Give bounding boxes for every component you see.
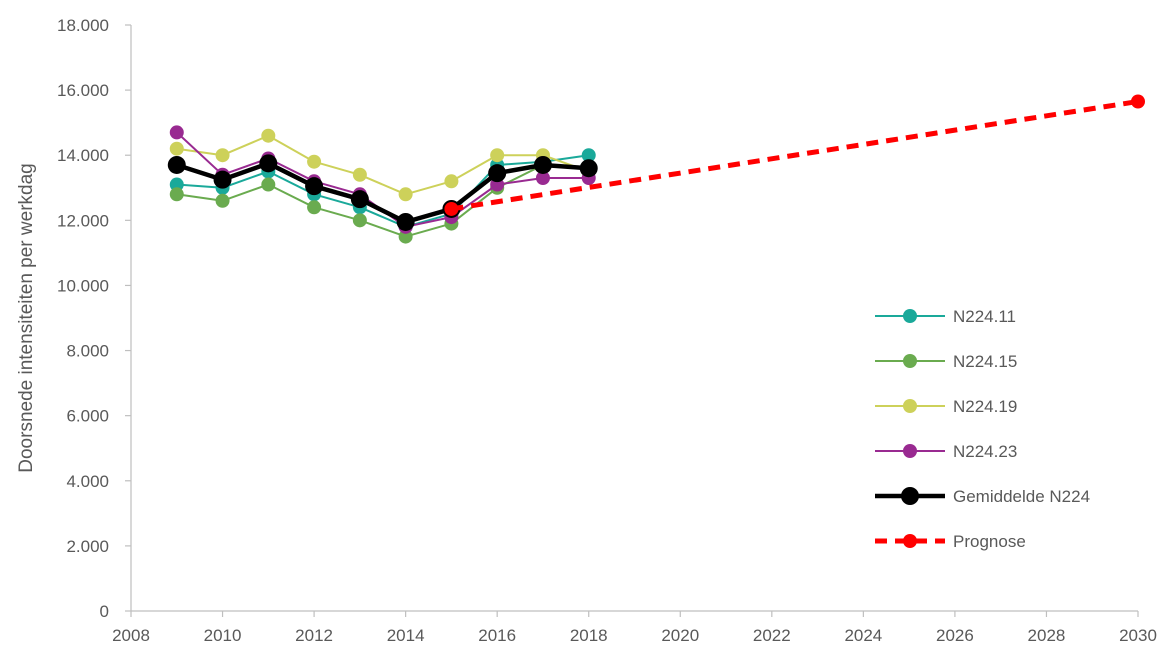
data-point: [352, 167, 367, 182]
y-tick-label: 12.000: [57, 211, 109, 230]
y-tick-label: 0: [100, 602, 109, 621]
series-line: [176, 134, 590, 196]
y-tick-label: 14.000: [57, 146, 109, 165]
data-point: [398, 187, 413, 202]
data-point: [352, 213, 367, 228]
legend-item: N224.11: [875, 307, 1016, 326]
y-tick-label: 8.000: [66, 342, 109, 361]
y-tick-label: 6.000: [66, 407, 109, 426]
series-line: [451, 99, 1139, 212]
series-4: [167, 154, 598, 231]
y-axis-ticks: 0 2.000 4.000 6.000 8.000 10.000 12.000 14.000 1…: [57, 16, 131, 621]
legend-item: N224.23: [875, 442, 1017, 461]
x-tick-label: 2008: [112, 626, 150, 645]
legend-swatch-marker: [903, 309, 917, 323]
legend-label: Gemiddelde N224: [953, 487, 1090, 506]
y-tick-label: 4.000: [66, 472, 109, 491]
plot-area: 0 2.000 4.000 6.000 8.000 10.000 12.000 14.000 1…: [57, 16, 1157, 645]
x-tick-label: 2018: [570, 626, 608, 645]
data-point: [1131, 94, 1145, 109]
legend-label: N224.19: [953, 397, 1017, 416]
x-tick-label: 2016: [478, 626, 516, 645]
legend-item: N224.19: [875, 397, 1017, 416]
data-point: [396, 212, 415, 231]
data-point: [490, 148, 505, 163]
legend-swatch-marker: [903, 354, 917, 368]
x-tick-label: 2022: [753, 626, 791, 645]
series-line: [176, 164, 589, 238]
data-point: [535, 171, 550, 186]
series-line: [176, 154, 589, 228]
series-5: [444, 94, 1145, 216]
data-point: [169, 187, 184, 202]
legend-item: Gemiddelde N224: [875, 487, 1090, 506]
data-point: [307, 154, 322, 169]
data-point: [169, 125, 184, 140]
data-point: [488, 164, 507, 183]
legend-label: N224.23: [953, 442, 1017, 461]
series-layer: [167, 94, 1145, 244]
data-point: [398, 229, 413, 244]
y-axis-title: Doorsnede intensiteiten per werkdag: [16, 163, 37, 472]
data-point: [307, 200, 322, 215]
x-tick-label: 2020: [661, 626, 699, 645]
y-tick-label: 18.000: [57, 16, 109, 35]
data-point: [215, 193, 230, 208]
legend-swatch-marker: [901, 487, 919, 505]
y-tick-label: 16.000: [57, 81, 109, 100]
data-point: [169, 141, 184, 156]
x-tick-label: 2012: [295, 626, 333, 645]
data-point: [350, 190, 369, 209]
y-tick-label: 10.000: [57, 276, 109, 295]
legend: N224.11 N224.15 N224.19 N224.23 Gemiddelde N…: [875, 307, 1090, 551]
data-point: [167, 155, 186, 174]
x-tick-label: 2030: [1119, 626, 1157, 645]
legend-label: N224.15: [953, 352, 1017, 371]
data-point: [215, 148, 230, 163]
legend-label: N224.11: [953, 307, 1016, 326]
data-point: [533, 155, 552, 174]
x-tick-label: 2024: [844, 626, 882, 645]
data-point: [259, 154, 278, 173]
data-point: [444, 201, 459, 216]
legend-item: N224.15: [875, 352, 1017, 371]
data-point: [581, 148, 596, 163]
data-point: [261, 177, 276, 192]
legend-swatch-marker: [903, 534, 917, 548]
series-0: [169, 148, 596, 234]
data-point: [213, 170, 232, 189]
x-axis-ticks: 2008 2010 2012 2014 2016 2018 2020 2022 2024 2026…: [112, 611, 1157, 645]
data-point: [444, 174, 459, 189]
data-point: [169, 177, 184, 192]
x-tick-label: 2010: [204, 626, 242, 645]
x-tick-label: 2014: [387, 626, 425, 645]
data-point: [261, 128, 276, 143]
legend-swatch-marker: [903, 444, 917, 458]
legend-item: Prognose: [875, 532, 1026, 551]
series-line: [176, 161, 589, 225]
series-2: [169, 128, 596, 202]
legend-label: Prognose: [953, 532, 1026, 551]
data-point: [305, 177, 324, 196]
data-point: [579, 159, 598, 178]
x-tick-label: 2026: [936, 626, 974, 645]
legend-swatch-marker: [903, 399, 917, 413]
x-tick-label: 2028: [1028, 626, 1066, 645]
y-tick-label: 2.000: [66, 537, 109, 556]
